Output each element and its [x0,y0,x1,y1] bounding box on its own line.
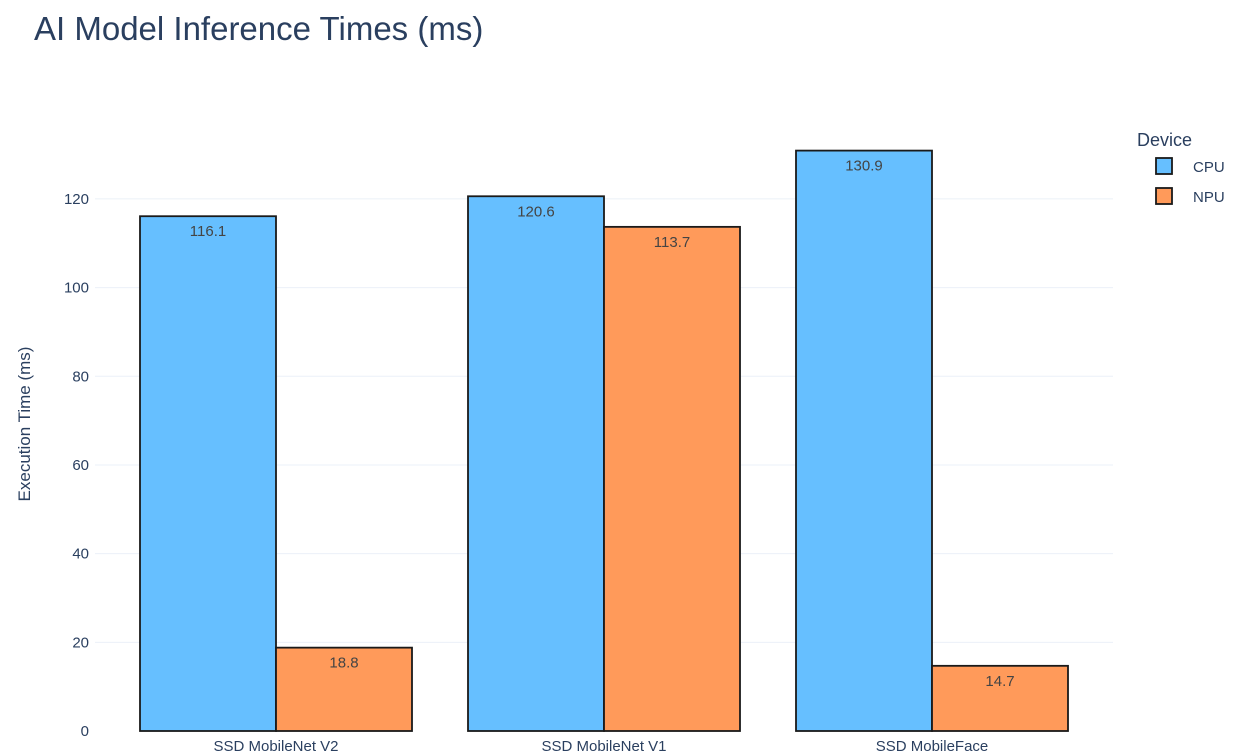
y-tick-label: 100 [64,280,89,297]
x-category-label: SSD MobileNet V1 [541,738,666,755]
y-tick-label: 40 [72,546,89,563]
legend-label-npu[interactable]: NPU [1193,189,1225,206]
x-axis-categories: SSD MobileNet V2 SSD MobileNet V1 SSD Mobi… [213,738,988,755]
x-category-label: SSD MobileFace [876,738,989,755]
bar-npu-1[interactable] [603,225,741,732]
y-axis-title: Execution Time (ms) [15,347,34,502]
chart-title: AI Model Inference Times (ms) [34,10,484,47]
bar-npu-0[interactable] [275,646,413,732]
bar-cpu-2[interactable] [795,149,933,732]
legend-swatch-npu[interactable] [1155,187,1173,205]
bars [139,149,1069,732]
bar-cpu-1[interactable] [467,195,605,732]
bar-cpu-0[interactable] [139,215,277,732]
y-axis-ticks: 0 20 40 60 80 100 120 [64,191,89,740]
legend[interactable]: Device CPU NPU [1137,130,1225,206]
y-tick-label: 20 [72,634,89,651]
y-tick-label: 120 [64,191,89,208]
data-label: 130.9 [845,158,883,175]
y-tick-label: 80 [72,368,89,385]
data-label: 120.6 [517,203,555,220]
data-label: 116.1 [190,223,226,240]
data-labels: 116.1 18.8 120.6 113.7 130.9 14.7 [190,158,1015,690]
bar-npu-2[interactable] [931,664,1069,732]
legend-label-cpu[interactable]: CPU [1193,159,1225,176]
legend-title: Device [1137,130,1192,150]
y-tick-label: 0 [81,723,89,740]
y-tick-label: 60 [72,457,89,474]
data-label: 18.8 [329,655,358,672]
data-label: 113.7 [654,234,690,251]
data-label: 14.7 [985,673,1014,690]
legend-swatch-cpu[interactable] [1155,157,1173,175]
x-category-label: SSD MobileNet V2 [213,738,338,755]
